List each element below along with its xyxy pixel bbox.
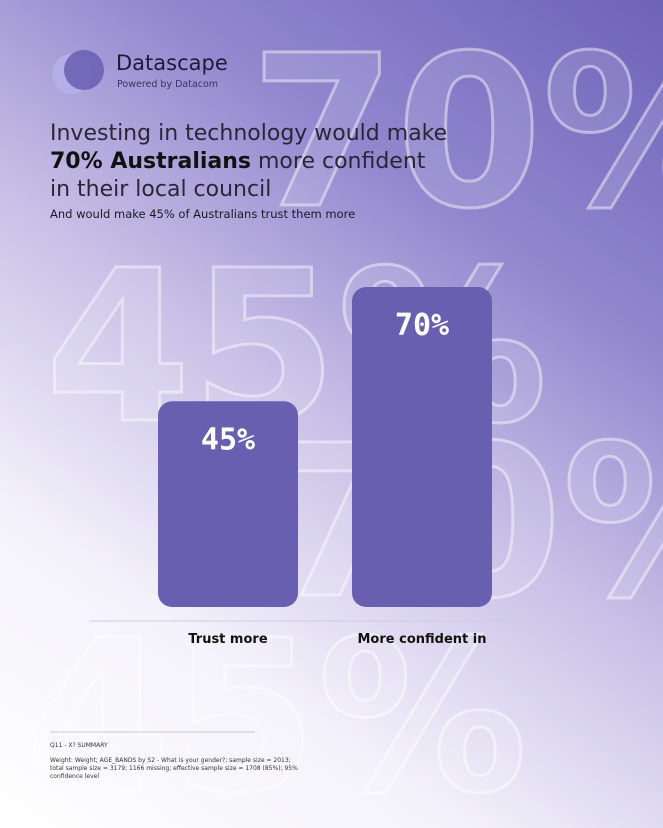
footnote-text: Weight: Weight; AGE_BANDS by S2 - What i… xyxy=(50,757,298,780)
footnote-heading: Q11 - X? SUMMARY xyxy=(50,742,108,749)
chart-subtitle: And would make 45% of Australians trust … xyxy=(50,207,356,221)
title-part: more confident in their local council xyxy=(50,149,426,202)
logo-circle xyxy=(64,50,104,90)
data-label: 70% xyxy=(395,308,449,343)
x-tick-label: More confident in xyxy=(358,632,487,647)
watermark: 45% xyxy=(25,595,528,828)
watermark: 70% xyxy=(250,10,663,255)
logo xyxy=(52,50,104,94)
brand-tagline: Powered by Datacom xyxy=(117,79,219,90)
brand-name: Datascape xyxy=(116,51,228,75)
data-label: 45% xyxy=(201,422,255,457)
title-part: Investing in technology would make xyxy=(50,121,448,146)
bar xyxy=(352,287,492,607)
bar xyxy=(158,401,298,607)
chart-title: Investing in technology would make 70% A… xyxy=(50,120,450,204)
title-highlight: 70% Australians xyxy=(50,149,251,174)
x-tick-label: Trust more xyxy=(188,632,267,647)
